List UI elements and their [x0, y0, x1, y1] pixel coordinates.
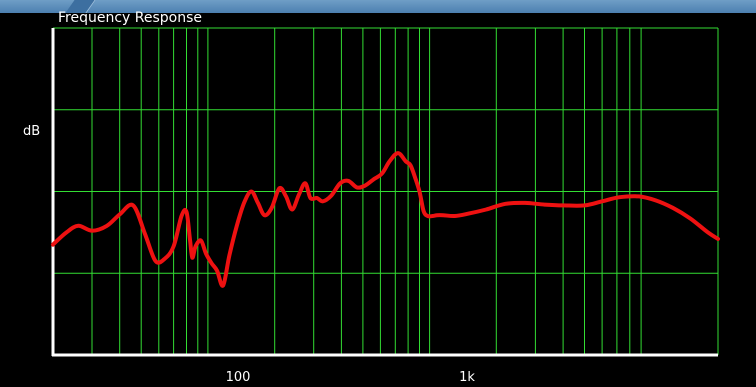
- chart-title: Frequency Response: [58, 10, 203, 26]
- chart-grid: [53, 27, 719, 356]
- x-tick-label-100: 100: [225, 370, 251, 385]
- y-axis-label: dB: [23, 124, 41, 139]
- chart-axes: [51, 28, 718, 357]
- window-title-bar: [0, 0, 756, 13]
- x-tick-label-1k: 1k: [459, 370, 475, 385]
- frequency-response-curve: [51, 151, 720, 288]
- chart-series: [51, 151, 720, 288]
